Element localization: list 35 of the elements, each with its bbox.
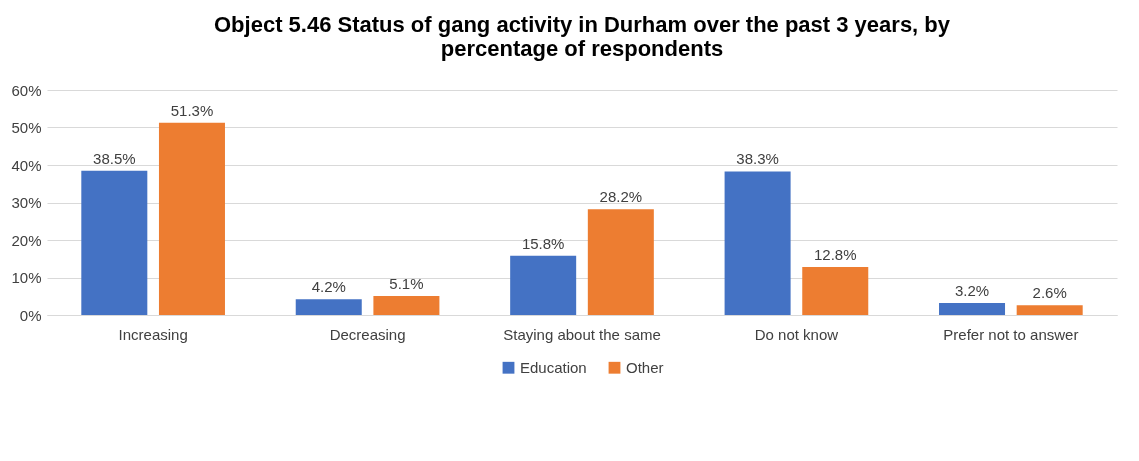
legend-label: Other [626, 358, 664, 376]
y-tick-label: 30% [11, 194, 42, 211]
x-tick-label: Prefer not to answer [943, 325, 1079, 343]
data-label: 15.8% [521, 234, 565, 252]
y-tick-label: 10% [11, 269, 42, 286]
bar [1016, 305, 1083, 315]
bar [158, 122, 225, 315]
x-tick-label: Increasing [118, 325, 188, 343]
y-tick-label: 60% [11, 81, 42, 99]
data-label: 4.2% [311, 278, 346, 296]
bar [373, 295, 440, 315]
bar [939, 303, 1006, 315]
bar [295, 299, 362, 315]
legend-label: Education [520, 358, 587, 376]
y-tick-label: 20% [11, 231, 42, 249]
bar [587, 209, 654, 315]
data-label: 3.2% [954, 282, 990, 299]
y-tick-label: 50% [11, 119, 42, 136]
bar [81, 170, 148, 315]
data-label: 51.3% [170, 101, 214, 119]
x-tick-label: Staying about the same [503, 325, 661, 343]
bar [510, 255, 577, 315]
data-label: 5.1% [389, 274, 424, 292]
data-label: 2.6% [1032, 284, 1067, 302]
bar [724, 171, 791, 315]
data-label: 38.5% [93, 149, 136, 167]
bar [802, 267, 869, 315]
chart-title: Object 5.46 Status of gang activity in Durham over the past 3 years, by percentage of respondents [213, 12, 951, 61]
data-label: 38.3% [736, 150, 779, 168]
data-label: 28.2% [599, 188, 643, 206]
data-label: 12.8% [813, 246, 857, 263]
x-tick-label: Do not know [754, 325, 839, 343]
y-tick-label: 0% [19, 306, 42, 324]
y-tick-label: 40% [11, 156, 42, 174]
x-tick-label: Decreasing [329, 325, 406, 343]
